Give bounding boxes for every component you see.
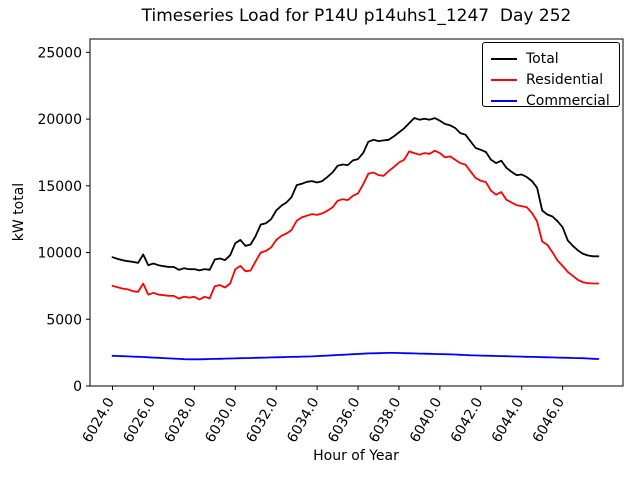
x-tick-label: 6038.0 xyxy=(366,395,404,445)
x-tick-label: 6028.0 xyxy=(161,395,199,445)
y-tick-label: 10000 xyxy=(37,246,82,262)
chart-title: Timeseries Load for P14U p14uhs1_1247 Da… xyxy=(141,6,572,26)
legend-line-sample-total xyxy=(491,57,517,60)
x-tick-label: 6046.0 xyxy=(530,395,568,445)
legend-row-total: Total xyxy=(491,48,611,69)
y-tick-label: 0 xyxy=(73,379,82,395)
axes-frame xyxy=(89,38,624,387)
legend-line-sample-residential xyxy=(491,78,517,81)
x-tick-label: 6044.0 xyxy=(489,395,527,445)
y-axis-label: kW total xyxy=(11,182,27,242)
legend: Total Residential Commercial xyxy=(482,42,620,108)
legend-label-total: Total xyxy=(526,50,559,67)
y-tick-label: 5000 xyxy=(46,312,82,328)
x-tick-label: 6032.0 xyxy=(243,395,281,445)
legend-label-commercial: Commercial xyxy=(526,92,610,109)
legend-row-residential: Residential xyxy=(491,69,611,90)
y-tick-label: 20000 xyxy=(37,112,82,128)
series-line-commercial xyxy=(111,351,600,361)
legend-line-sample-commercial xyxy=(491,99,517,102)
x-tick-label: 6026.0 xyxy=(121,395,159,445)
legend-label-residential: Residential xyxy=(526,71,604,88)
x-tick-label: 6036.0 xyxy=(325,395,363,445)
x-tick-label: 6040.0 xyxy=(407,395,445,445)
x-tick-label: 6024.0 xyxy=(80,395,118,445)
y-tick-label: 25000 xyxy=(37,45,82,61)
x-axis-label: Hour of Year xyxy=(313,448,399,464)
x-tick-label: 6042.0 xyxy=(448,395,486,445)
series-line-total xyxy=(111,117,600,272)
x-tick-label: 6030.0 xyxy=(202,395,240,445)
legend-row-commercial: Commercial xyxy=(491,90,611,111)
x-tick-label: 6034.0 xyxy=(284,395,322,445)
y-tick-label: 15000 xyxy=(37,179,82,195)
series-line-residential xyxy=(111,149,600,301)
